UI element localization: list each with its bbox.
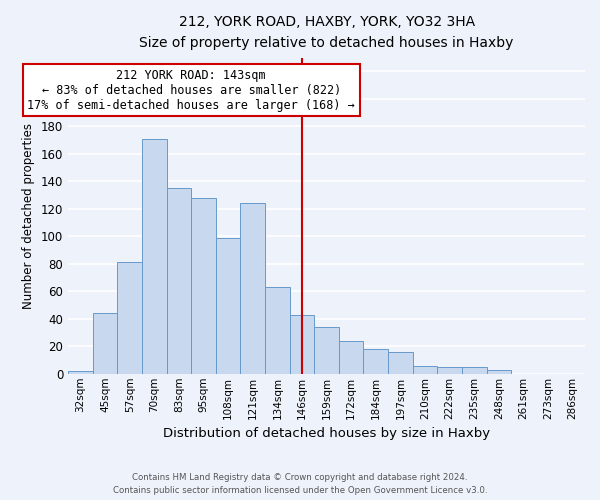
Bar (93, 314, 118, 374)
Bar (413, 366, 437, 374)
Bar (364, 349, 388, 374)
Text: Contains HM Land Registry data © Crown copyright and database right 2024.
Contai: Contains HM Land Registry data © Crown c… (113, 474, 487, 495)
Bar (167, 188, 191, 374)
Bar (314, 327, 339, 374)
Text: 212 YORK ROAD: 143sqm
← 83% of detached houses are smaller (822)
17% of semi-det: 212 YORK ROAD: 143sqm ← 83% of detached … (28, 68, 355, 112)
Bar (388, 352, 413, 374)
Y-axis label: Number of detached properties: Number of detached properties (22, 122, 35, 308)
Bar (68, 371, 93, 374)
Bar (339, 341, 364, 374)
Bar (216, 238, 241, 374)
Bar (487, 370, 511, 374)
Bar (462, 367, 487, 374)
Bar (142, 139, 167, 374)
Bar (191, 198, 216, 374)
Bar (265, 287, 290, 374)
Bar (437, 367, 462, 374)
Bar (241, 204, 265, 374)
Bar (118, 262, 142, 374)
Title: 212, YORK ROAD, HAXBY, YORK, YO32 3HA
Size of property relative to detached hous: 212, YORK ROAD, HAXBY, YORK, YO32 3HA Si… (139, 15, 514, 50)
Bar (290, 314, 314, 374)
X-axis label: Distribution of detached houses by size in Haxby: Distribution of detached houses by size … (163, 427, 490, 440)
